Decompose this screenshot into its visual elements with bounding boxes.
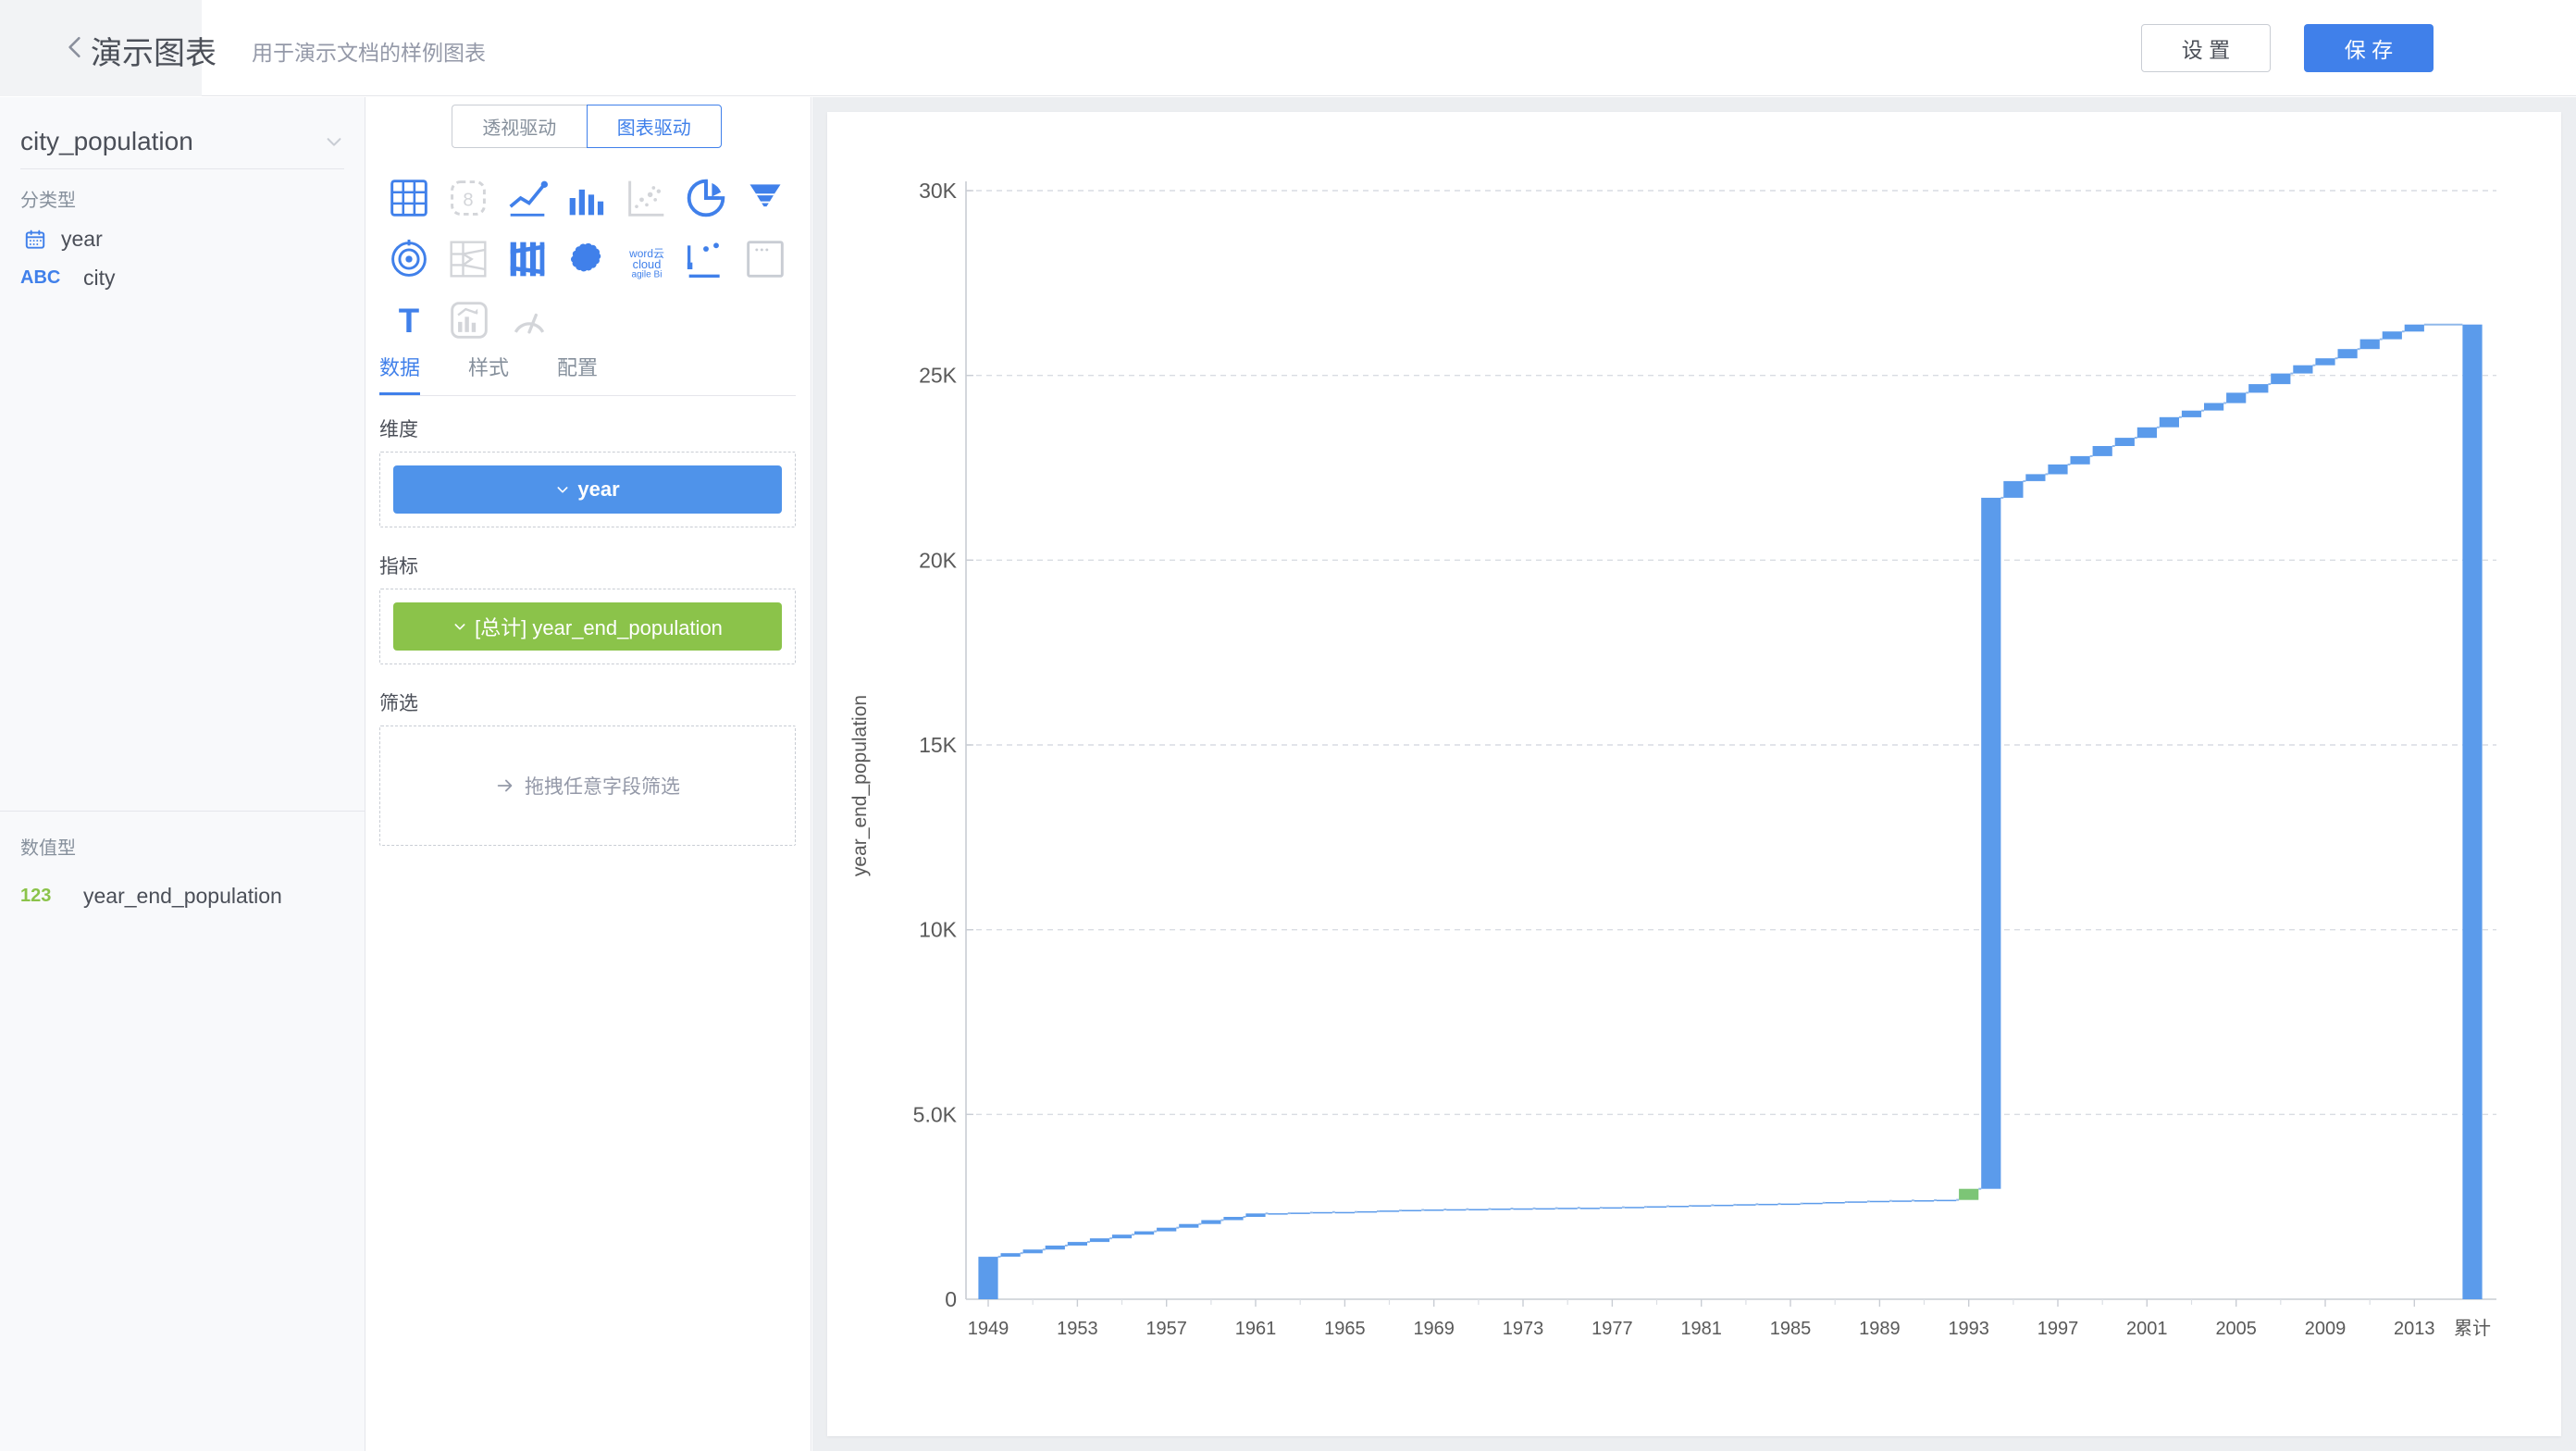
svg-text:1957: 1957 — [1146, 1319, 1187, 1339]
svg-text:0: 0 — [945, 1287, 957, 1311]
svg-text:agile Bi: agile Bi — [631, 269, 662, 279]
svg-text:1993: 1993 — [1948, 1319, 1989, 1339]
svg-text:30K: 30K — [919, 179, 958, 203]
svg-text:1953: 1953 — [1057, 1319, 1098, 1339]
svg-text:20K: 20K — [919, 548, 958, 572]
svg-text:2001: 2001 — [2126, 1319, 2168, 1339]
svg-text:25K: 25K — [919, 364, 958, 388]
svg-text:2005: 2005 — [2215, 1319, 2257, 1339]
svg-text:2009: 2009 — [2305, 1319, 2347, 1339]
svg-text:T: T — [399, 302, 419, 340]
svg-text:1965: 1965 — [1324, 1319, 1366, 1339]
svg-text:1985: 1985 — [1770, 1319, 1812, 1339]
svg-text:1981: 1981 — [1680, 1319, 1722, 1339]
svg-text:5.0K: 5.0K — [913, 1102, 958, 1126]
svg-text:15K: 15K — [919, 733, 958, 757]
svg-text:1973: 1973 — [1503, 1319, 1544, 1339]
svg-text:1977: 1977 — [1591, 1319, 1633, 1339]
svg-text:1969: 1969 — [1413, 1319, 1455, 1339]
svg-text:1989: 1989 — [1859, 1319, 1900, 1339]
svg-text:2013: 2013 — [2394, 1319, 2435, 1339]
svg-text:10K: 10K — [919, 918, 958, 942]
svg-text:1949: 1949 — [968, 1319, 1009, 1339]
svg-text:8: 8 — [463, 190, 473, 210]
svg-text:累计: 累计 — [2454, 1318, 2491, 1339]
svg-text:1961: 1961 — [1235, 1319, 1277, 1339]
svg-text:1997: 1997 — [2037, 1319, 2079, 1339]
